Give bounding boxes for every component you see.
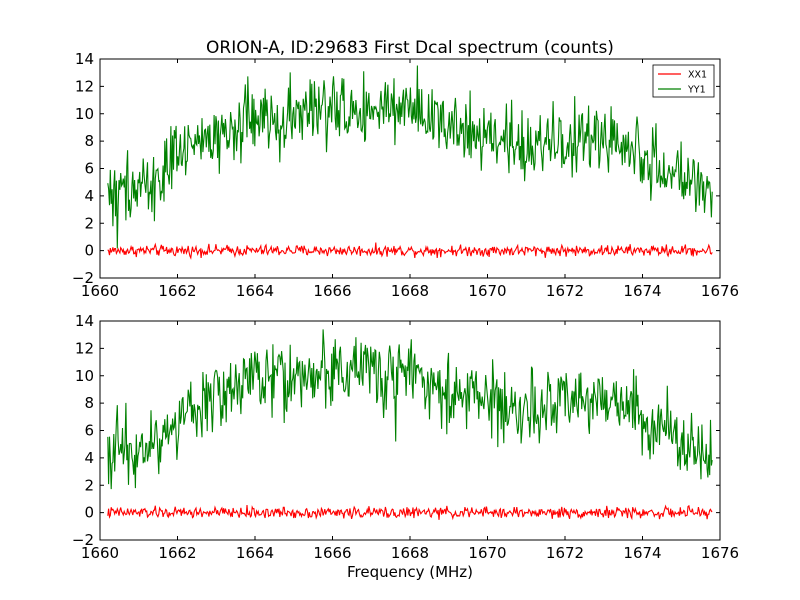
x-tick-label: 1666 — [313, 282, 351, 300]
x-tick-label: 1670 — [468, 544, 506, 562]
x-tick-label: 1668 — [391, 282, 429, 300]
y-tick-label: 8 — [84, 394, 94, 412]
x-axis-label: Frequency (MHz) — [347, 563, 473, 581]
y-tick-label: 10 — [75, 367, 94, 385]
x-tick-label: 1664 — [236, 282, 274, 300]
series-line-xx1 — [107, 504, 713, 521]
y-tick-label: −2 — [72, 531, 94, 549]
x-tick-label: 1668 — [391, 544, 429, 562]
x-tick-label: 1674 — [623, 282, 661, 300]
y-tick-label: −2 — [72, 269, 94, 287]
y-tick-label: 12 — [75, 339, 94, 357]
bottom-panel: 1660 1662 1664 1666 1668 1670 1672 1674 1676 −2 0 2… — [72, 312, 739, 562]
y-tick-label: 2 — [84, 476, 94, 494]
x-tick-label: 1674 — [623, 544, 661, 562]
y-tick-label: 4 — [84, 187, 94, 205]
y-tick-label: 0 — [84, 504, 94, 522]
series-line-xx1 — [107, 242, 713, 260]
y-tick-label: 0 — [84, 242, 94, 260]
y-tick-label: 6 — [84, 160, 94, 178]
legend-label-yy1: YY1 — [687, 85, 706, 96]
figure-title: ORION-A, ID:29683 First Dcal spectrum (c… — [206, 38, 614, 58]
y-tick-label: 14 — [75, 312, 94, 330]
series-line-yy1 — [107, 329, 713, 490]
x-tick-label: 1670 — [468, 282, 506, 300]
series-line-yy1 — [107, 65, 713, 249]
y-tick-label: 12 — [75, 77, 94, 95]
x-tick-label: 1660 — [81, 282, 119, 300]
y-tick-label: 14 — [75, 50, 94, 68]
y-tick-label: 2 — [84, 214, 94, 232]
x-tick-label: 1660 — [81, 544, 119, 562]
y-tick-label: 8 — [84, 132, 94, 150]
x-tick-label: 1666 — [313, 544, 351, 562]
x-tick-label: 1662 — [158, 282, 196, 300]
y-tick-label: 6 — [84, 422, 94, 440]
top-panel: 1660 1662 1664 1666 1668 1670 1672 1674 1676 −2 0 2… — [72, 50, 739, 300]
y-tick-label: 10 — [75, 105, 94, 123]
x-tick-label: 1672 — [546, 544, 584, 562]
x-tick-label: 1662 — [158, 544, 196, 562]
x-tick-label: 1664 — [236, 544, 274, 562]
x-tick-label: 1672 — [546, 282, 584, 300]
legend-box — [652, 64, 715, 98]
x-tick-label: 1676 — [701, 282, 739, 300]
x-tick-label: 1676 — [701, 544, 739, 562]
legend-label-xx1: XX1 — [688, 70, 707, 81]
y-tick-label: 4 — [84, 449, 94, 467]
